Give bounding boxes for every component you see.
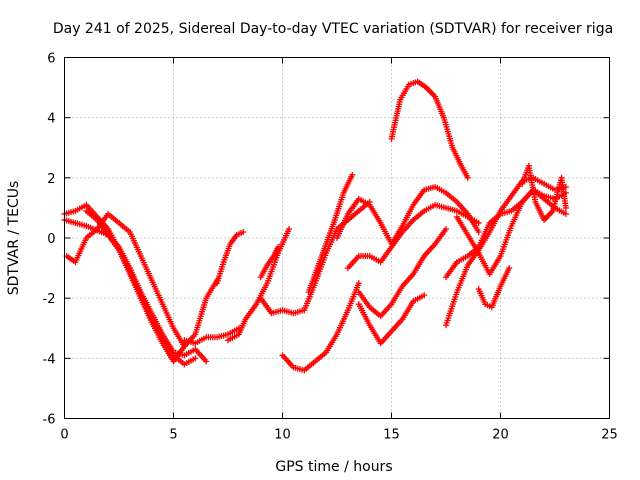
x-tick-label: 20 [492,428,509,443]
series-arc-9 [257,198,373,317]
series-arc-21 [519,162,569,223]
y-tick-label: -2 [43,292,56,307]
data-point [181,343,188,350]
series-arc-15 [355,292,428,347]
y-tick-label: 2 [47,172,55,187]
series-arc-6 [214,228,247,287]
data-point [464,174,471,181]
data-point [475,228,482,235]
series-arc-11 [305,171,356,296]
y-tick-label: 4 [47,112,55,127]
y-tick-label: 6 [47,52,55,67]
series-arc-4 [83,207,199,368]
data-point [562,204,569,211]
series-arc-5 [181,325,242,347]
x-tick-label: 5 [169,428,177,443]
x-tick-label: 25 [601,428,618,443]
data-point [443,225,449,232]
series-arc-16 [388,78,471,181]
data-point [475,219,482,226]
series-arc-7 [225,225,293,344]
data-point [421,292,428,299]
data-point [275,244,282,251]
series-arc-13 [344,201,482,272]
data-point [203,358,210,365]
data-point [562,210,569,217]
x-axis-label: GPS time / hours [275,459,392,475]
data-point [349,171,356,178]
plot-frame [64,57,610,419]
x-tick-label: 0 [60,428,68,443]
x-tick-label: 10 [274,428,291,443]
series-arc-3 [63,210,188,350]
y-tick-label: 0 [47,232,55,247]
data-point [355,280,362,287]
y-tick-label: -6 [43,413,56,428]
x-tick-label: 15 [383,428,400,443]
series-arc-10 [279,280,362,374]
series-arc-8 [257,244,282,281]
chart-title: Day 241 of 2025, Sidereal Day-to-day VTE… [53,21,613,37]
data-points [61,78,569,374]
data-point [192,355,199,362]
series-arc-20 [475,265,513,311]
data-point [286,225,293,232]
data-point [506,265,513,272]
y-axis-label: SDTVAR / TECUs [6,181,22,296]
series-arc-14 [355,225,449,320]
data-point [240,228,247,235]
y-tick-label: -4 [43,352,56,367]
